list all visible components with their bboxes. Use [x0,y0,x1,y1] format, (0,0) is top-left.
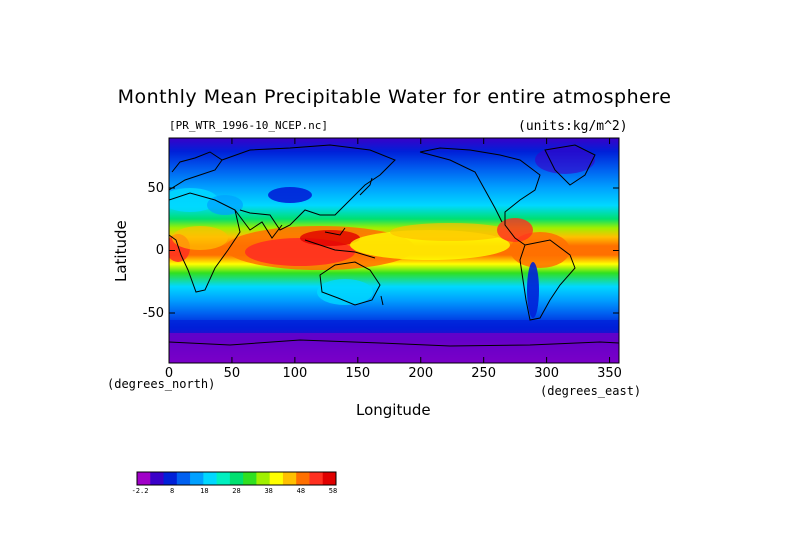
x-tick-label: 300 [534,366,560,381]
colorbar-swatch [150,472,165,485]
colorbar-swatch [243,472,257,485]
colorbar-swatch [282,472,297,485]
colorbar-swatch [216,472,231,485]
colorbar-swatch [176,472,191,485]
units-label: (units:kg/m^2) [518,119,628,134]
colorbar-tick-label: 8 [170,487,175,495]
colorbar-swatch [269,472,284,485]
colorbar-tick-label: 18 [200,487,209,495]
x-tick-label: 250 [471,366,497,381]
colorbar-swatch [309,472,324,485]
colorbar-swatch [137,472,151,485]
x-tick-label: 0 [164,366,174,381]
colorbar-tick-label: 48 [296,487,306,495]
colorbar-tick-label: 28 [232,487,241,495]
y-tick-label: 0 [155,243,164,258]
colorbar-swatch [163,472,178,485]
x-axis-label: Longitude [356,401,431,419]
colorbar-swatch [296,472,310,485]
colorbar-swatch [256,472,271,485]
file-label: [PR_WTR_1996-10_NCEP.nc] [169,119,328,132]
colorbar-swatch [190,472,204,485]
field-blobs [169,146,619,363]
y-axis-label: Latitude [112,220,130,282]
y-tick-label: -50 [142,305,164,321]
y-unit-label: (degrees_north) [107,377,216,391]
x-tick-label: 100 [282,366,308,381]
colorbar-frame [136,471,337,486]
x-unit-label: (degrees_east) [540,384,642,398]
colorbar [136,471,337,486]
colorbar-swatch [229,472,244,485]
axis-ticks [168,138,619,363]
colorbar-swatch [322,472,337,485]
x-tick-label: 200 [408,366,434,381]
y-tick-label: 50 [147,180,164,196]
x-tick-label: 350 [597,366,622,381]
x-tick-label: 50 [223,366,241,381]
colorbar-tick-label: -2.2 [131,487,149,495]
chart-title: Monthly Mean Precipitable Water for enti… [117,86,672,108]
x-tick-label: 150 [345,366,371,381]
coastlines [169,144,619,347]
colorbar-swatch [203,472,218,485]
colorbar-tick-label: 58 [328,487,338,495]
colorbar-tick-label: 38 [264,487,273,495]
